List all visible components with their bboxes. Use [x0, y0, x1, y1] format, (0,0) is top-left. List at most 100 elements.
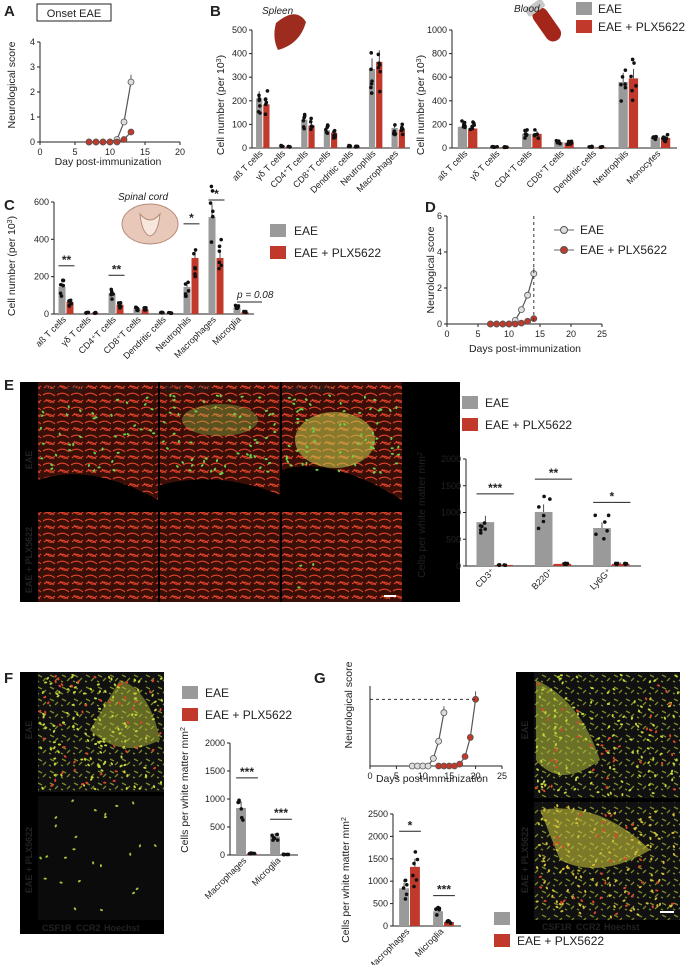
- cell-signal: [640, 755, 643, 759]
- cell-signal: [599, 872, 603, 875]
- legend-eae-label: EAE: [598, 2, 622, 16]
- cell-signal: [379, 408, 383, 411]
- cell-signal: [560, 728, 563, 732]
- cell-signal: [600, 752, 604, 755]
- data-point: [499, 320, 507, 328]
- data-point: [144, 307, 148, 312]
- bar: [468, 128, 478, 148]
- legend-eae-label: EAE: [294, 224, 318, 238]
- data-point: [370, 79, 374, 83]
- f-legend: EAE EAE + PLX5622: [182, 686, 292, 722]
- cell-signal: [620, 780, 624, 783]
- cell-signal: [85, 752, 89, 755]
- e-stain-cd3: CD3: [42, 384, 60, 394]
- bar: [301, 119, 308, 148]
- cell-signal: [94, 416, 98, 419]
- cell-signal: [606, 702, 611, 705]
- x-tick-label: 5: [72, 147, 77, 157]
- cell-signal: [581, 723, 585, 726]
- cell-signal: [102, 740, 106, 743]
- cell-signal: [134, 730, 138, 733]
- f-stain-csf1r: CSF1R: [42, 923, 72, 933]
- cell-signal: [588, 771, 592, 774]
- cell-signal: [74, 835, 78, 839]
- significance-label: **: [62, 253, 72, 267]
- cell-signal: [606, 876, 610, 880]
- cell-signal: [647, 769, 651, 773]
- cell-signal: [600, 744, 604, 747]
- cell-signal: [66, 711, 69, 715]
- cell-signal: [536, 779, 539, 783]
- cell-signal: [39, 856, 42, 860]
- cell-signal: [96, 683, 100, 686]
- data-point: [524, 133, 529, 137]
- cell-signal: [599, 896, 602, 900]
- cell-signal: [89, 687, 93, 691]
- bar: [554, 142, 564, 148]
- cell-signal: [50, 463, 54, 467]
- micrograph-f-plx: [38, 796, 164, 920]
- cell-signal: [538, 789, 541, 794]
- cell-signal: [619, 723, 624, 726]
- bar: [263, 104, 270, 148]
- cell-signal: [38, 709, 42, 713]
- panel-label-g: G: [314, 670, 326, 687]
- cell-signal: [627, 892, 631, 896]
- cell-signal: [636, 724, 640, 728]
- data-point: [93, 311, 98, 315]
- series-line: [490, 273, 535, 325]
- legend-plx-label: EAE + PLX5622: [485, 418, 572, 432]
- data-point: [613, 561, 618, 566]
- data-point: [460, 119, 464, 123]
- data-point: [186, 280, 190, 285]
- cell-signal: [139, 745, 143, 748]
- cell-signal: [328, 394, 332, 397]
- significance-label: *: [609, 489, 614, 503]
- cell-signal: [309, 403, 312, 406]
- data-point: [565, 142, 570, 147]
- panel-label-b: B: [210, 3, 221, 20]
- x-tick-label: 10: [105, 147, 115, 157]
- cell-signal: [63, 755, 67, 758]
- data-point: [590, 145, 594, 149]
- bar: [433, 911, 443, 926]
- cell-signal: [607, 793, 610, 797]
- data-point: [456, 760, 464, 768]
- cell-signal: [550, 784, 553, 788]
- data-point: [472, 121, 476, 126]
- spinal-cord-icon: [121, 203, 179, 245]
- legend-plx-swatch: [494, 934, 510, 947]
- cell-signal: [537, 843, 542, 846]
- cell-signal: [73, 760, 76, 764]
- cell-signal: [377, 409, 381, 412]
- cell-signal: [564, 697, 568, 700]
- cell-signal: [547, 718, 550, 722]
- cell-signal: [589, 781, 593, 785]
- cell-signal: [99, 908, 103, 912]
- cell-signal: [92, 469, 96, 472]
- data-point: [58, 282, 63, 287]
- cell-signal: [61, 771, 64, 775]
- cell-signal: [42, 737, 46, 740]
- x-tick-label: 20: [566, 329, 576, 339]
- data-point: [505, 145, 509, 149]
- cell-signal: [129, 852, 132, 856]
- data-point: [217, 260, 222, 265]
- data-point: [92, 138, 100, 146]
- cell-signal: [634, 850, 638, 854]
- cell-signal: [57, 677, 60, 681]
- cell-signal: [630, 716, 634, 720]
- cell-signal: [555, 759, 558, 764]
- data-point: [602, 536, 606, 541]
- cell-signal: [640, 821, 644, 824]
- cell-signal: [97, 763, 100, 767]
- cell-signal: [608, 894, 612, 897]
- data-point: [118, 306, 122, 310]
- cell-signal: [633, 827, 637, 831]
- cell-signal: [606, 751, 610, 754]
- cell-signal: [137, 680, 141, 683]
- cell-signal: [55, 692, 59, 695]
- cell-signal: [633, 700, 636, 704]
- panel-label-c: C: [4, 197, 15, 214]
- cell-signal: [609, 915, 612, 919]
